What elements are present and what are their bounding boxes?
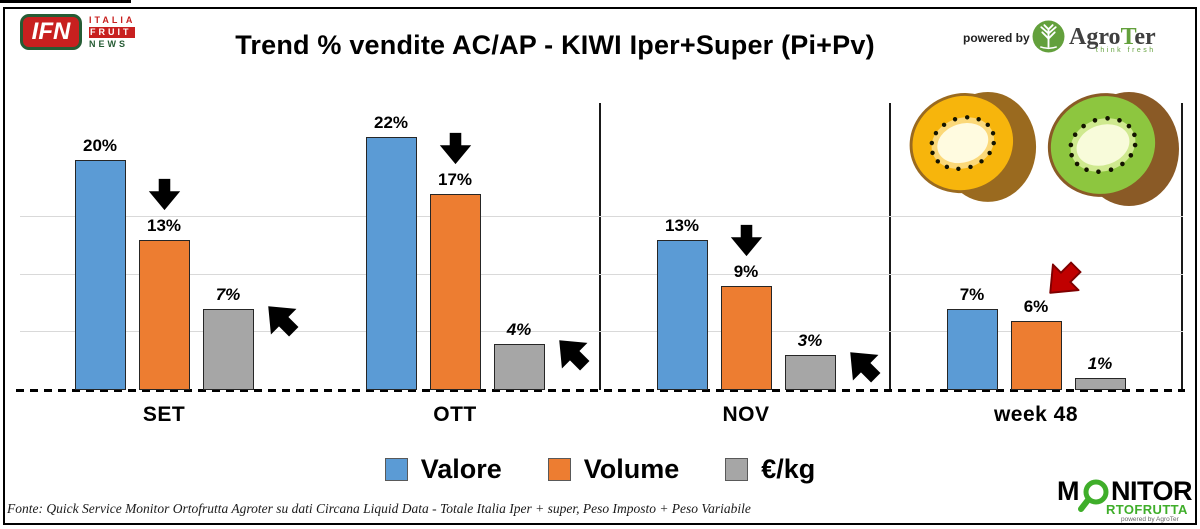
legend-label: €/kg bbox=[761, 454, 816, 484]
bar-value-kg-week-48: 1% bbox=[1087, 354, 1113, 373]
kiwi-green-image bbox=[1040, 85, 1182, 214]
gridline-10pct bbox=[20, 274, 1183, 275]
monitor-rtofrutta-label: RTOFRUTTA bbox=[1106, 502, 1188, 517]
category-label-set: SET bbox=[142, 403, 186, 426]
ifn-news-label: NEWS bbox=[89, 39, 128, 49]
ifn-logo-abbr: IFN bbox=[20, 14, 82, 50]
ifn-italia-label: ITALIA bbox=[89, 15, 136, 25]
bar-valore-nov bbox=[656, 240, 708, 390]
arrow-up-left-icon bbox=[262, 300, 300, 338]
bar-value-volume-set: 13% bbox=[146, 216, 182, 235]
arrow-down-icon bbox=[730, 224, 763, 257]
agroter-tagline: think fresh bbox=[1095, 46, 1156, 54]
agroter-logo: AgroTer think fresh bbox=[1032, 20, 1156, 58]
plot-area: 20% 13% 7% SET 22% 17% 4% OTT 13% 9% 3% NOV 7% 6% 1% we… bbox=[16, 103, 1185, 426]
outer-frame bbox=[3, 7, 1197, 525]
ifn-logo: IFN ITALIA FRUIT NEWS bbox=[20, 14, 136, 50]
powered-by-label: powered by bbox=[963, 31, 1030, 45]
bar-kg-ott bbox=[493, 344, 545, 390]
source-note: Fonte: Quick Service Monitor Ortofrutta … bbox=[7, 501, 751, 516]
arrow-down-icon bbox=[439, 132, 472, 165]
category-label-week-48: week 48 bbox=[993, 403, 1079, 426]
group-separator-line bbox=[889, 103, 891, 390]
zero-baseline bbox=[16, 389, 1185, 392]
category-label-nov: NOV bbox=[722, 403, 770, 426]
bar-volume-ott bbox=[429, 194, 481, 390]
arrow-up-left-icon bbox=[553, 334, 591, 372]
agroter-tree-icon bbox=[1032, 20, 1065, 58]
chart-title: Trend % vendite AC/AP - KIWI Iper+Super … bbox=[235, 30, 875, 60]
legend-label: Volume bbox=[583, 454, 680, 484]
bar-volume-week-48 bbox=[1010, 321, 1062, 390]
arrow-up-left-icon bbox=[844, 346, 882, 384]
legend: Valore Volume €/kg bbox=[0, 454, 1200, 485]
bar-valore-week-48 bbox=[946, 309, 998, 390]
bar-value-volume-nov: 9% bbox=[733, 262, 759, 281]
legend-item-volume: Volume bbox=[547, 454, 680, 485]
kiwi-gold-image bbox=[903, 84, 1038, 211]
bar-value-valore-week-48: 7% bbox=[959, 285, 985, 304]
legend-item-kg: €/kg bbox=[725, 454, 815, 485]
agroter-wordmark: AgroTer bbox=[1069, 23, 1156, 50]
ifn-logo-wordmark: ITALIA FRUIT NEWS bbox=[89, 14, 136, 50]
monitor-powered-label: powered by AgroTer bbox=[1121, 516, 1179, 523]
gridline-15pct bbox=[20, 216, 1183, 217]
group-separator-line bbox=[599, 103, 601, 390]
bar-kg-nov bbox=[784, 355, 836, 390]
legend-swatch bbox=[384, 458, 408, 481]
magnifier-icon bbox=[1077, 478, 1111, 527]
bar-volume-nov bbox=[720, 286, 772, 390]
bar-kg-set bbox=[202, 309, 254, 390]
bar-volume-set bbox=[138, 240, 190, 390]
plot-right-border-line bbox=[1181, 103, 1183, 390]
legend-item-valore: Valore bbox=[384, 454, 502, 485]
legend-label: Valore bbox=[420, 454, 502, 484]
bar-value-kg-set: 7% bbox=[215, 285, 241, 304]
bar-value-valore-set: 20% bbox=[82, 136, 118, 155]
bar-value-kg-ott: 4% bbox=[506, 320, 532, 339]
ifn-fruit-label: FRUIT bbox=[89, 27, 136, 38]
bar-kg-week-48 bbox=[1074, 378, 1126, 390]
monitor-ortofrutta-logo: M NITOR RTOFRUTTA powered by AgroTer bbox=[1057, 476, 1197, 524]
scan-artifact-line bbox=[0, 0, 131, 3]
category-label-ott: OTT bbox=[433, 403, 477, 426]
bar-value-valore-ott: 22% bbox=[373, 113, 409, 132]
legend-swatch bbox=[725, 458, 749, 481]
bar-value-valore-nov: 13% bbox=[664, 216, 700, 235]
bar-value-volume-ott: 17% bbox=[437, 170, 473, 189]
bar-value-kg-nov: 3% bbox=[797, 331, 823, 350]
legend-swatch bbox=[547, 458, 571, 481]
monitor-nitor-label: NITOR bbox=[1111, 476, 1193, 506]
arrow-down-icon bbox=[148, 178, 181, 211]
arrow-down-left-icon bbox=[1044, 261, 1082, 299]
bar-valore-ott bbox=[365, 137, 417, 390]
bar-value-volume-week-48: 6% bbox=[1023, 297, 1049, 316]
gridline-5pct bbox=[20, 331, 1183, 332]
monitor-m-label: M bbox=[1057, 476, 1079, 506]
bar-valore-set bbox=[74, 160, 126, 390]
